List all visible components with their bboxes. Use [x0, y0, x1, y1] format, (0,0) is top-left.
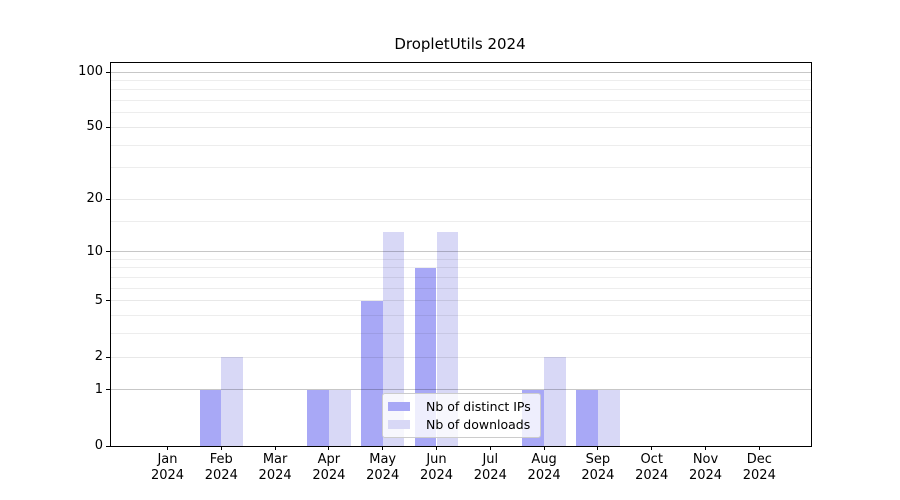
y-tick-label: 2	[94, 349, 103, 364]
x-tick-mark	[436, 446, 437, 450]
x-tick-mark	[758, 446, 760, 450]
bar-distinct-ips	[361, 300, 383, 446]
legend-label-distinct-ips: Nb of distinct IPs	[426, 399, 531, 414]
y-tick-mark	[106, 389, 110, 391]
x-tick-label: Feb 2024	[204, 452, 238, 483]
x-tick-label: Mar 2024	[258, 452, 292, 483]
bar-distinct-ips	[576, 389, 598, 446]
x-tick-label: Jan 2024	[150, 452, 185, 483]
x-tick-mark	[651, 446, 653, 450]
y-tick-mark	[106, 71, 110, 73]
x-tick-label: Oct 2024	[635, 452, 669, 483]
x-tick-mark	[274, 446, 276, 450]
y-minor-gridline	[111, 112, 811, 114]
y-gridline	[111, 198, 811, 200]
x-tick-label: Jun 2024	[419, 452, 454, 483]
legend-swatch-downloads	[388, 420, 410, 429]
y-minor-gridline	[111, 287, 811, 289]
y-minor-gridline	[111, 315, 811, 317]
x-tick-mark	[543, 446, 545, 450]
bar-distinct-ips	[199, 389, 222, 446]
y-tick-mark	[106, 251, 110, 253]
y-tick-label: 5	[94, 292, 103, 308]
y-tick-label: 0	[94, 438, 103, 453]
y-minor-gridline	[111, 220, 811, 222]
y-minor-gridline	[111, 100, 811, 102]
x-tick-label: Dec 2024	[742, 452, 776, 483]
x-tick-mark	[705, 446, 706, 450]
y-minor-gridline	[111, 258, 811, 260]
y-minor-gridline	[111, 89, 811, 91]
y-tick-mark	[106, 356, 110, 358]
plot-area: Nb of distinct IPs Nb of downloads 0 1 2 5 1…	[78, 62, 812, 483]
y-gridline	[111, 389, 811, 391]
legend-entry-distinct-ips: Nb of distinct IPs	[388, 399, 531, 414]
y-minor-gridline	[111, 144, 811, 146]
x-tick-label: Jul 2024	[473, 452, 507, 483]
x-tick-mark	[489, 446, 491, 450]
bar-downloads	[382, 232, 405, 446]
y-tick-mark	[106, 445, 110, 447]
y-tick-mark	[106, 198, 110, 200]
legend-swatch-distinct-ips	[388, 402, 410, 411]
x-tick-label: Nov 2024	[688, 452, 723, 483]
y-tick-label: 50	[86, 119, 103, 135]
x-tick-mark	[328, 446, 330, 450]
bar-downloads	[597, 389, 620, 446]
x-tick-mark	[167, 446, 168, 450]
x-tick-label: Aug 2024	[527, 452, 561, 483]
legend-entry-downloads: Nb of downloads	[388, 417, 531, 432]
y-minor-gridline	[111, 167, 811, 169]
y-minor-gridline	[111, 79, 811, 81]
bar-distinct-ips	[307, 389, 329, 446]
y-gridline	[111, 251, 811, 253]
x-tick-mark	[382, 446, 384, 450]
legend-label-downloads: Nb of downloads	[426, 417, 531, 432]
legend: Nb of distinct IPs Nb of downloads	[382, 393, 541, 438]
bar-downloads	[221, 357, 243, 446]
x-tick-mark	[220, 446, 222, 450]
y-gridline	[111, 71, 811, 73]
y-tick-label: 1	[94, 381, 103, 397]
x-tick-label: Apr 2024	[312, 452, 346, 483]
y-minor-gridline	[111, 267, 811, 269]
y-gridline	[111, 356, 811, 358]
y-tick-label: 10	[86, 243, 103, 259]
y-tick-mark	[106, 126, 110, 128]
x-tick-mark	[597, 446, 599, 450]
chart-title: DropletUtils 2024	[394, 35, 526, 53]
y-minor-gridline	[111, 333, 811, 335]
x-tick-label: Sep 2024	[581, 452, 615, 483]
y-minor-gridline	[111, 277, 811, 278]
y-tick-mark	[106, 300, 110, 302]
y-gridline	[111, 126, 811, 128]
bar-downloads	[328, 389, 351, 446]
bar-downloads	[544, 357, 566, 446]
y-tick-label: 100	[78, 64, 103, 79]
y-tick-label: 20	[86, 191, 103, 207]
bar-downloads	[436, 232, 459, 446]
y-gridline	[111, 300, 811, 302]
x-tick-label: May 2024	[366, 452, 400, 483]
